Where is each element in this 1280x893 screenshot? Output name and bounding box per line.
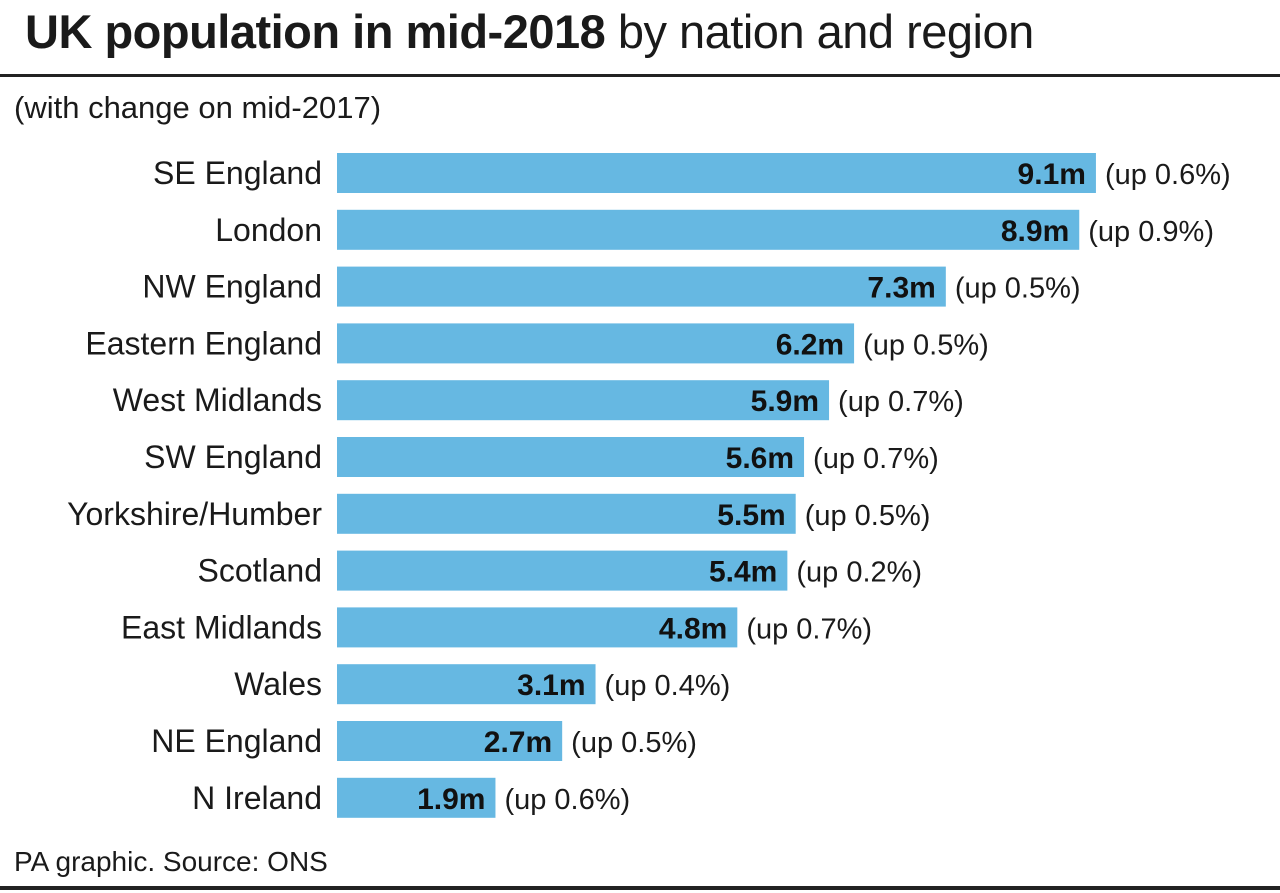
- change-label: (up 0.5%): [863, 329, 989, 361]
- category-label: Yorkshire/Humber: [67, 496, 322, 532]
- value-label: 5.6m: [726, 442, 794, 475]
- bar: [337, 721, 563, 761]
- change-label: (up 0.6%): [504, 784, 630, 816]
- change-label: (up 0.5%): [805, 500, 931, 532]
- bar: [337, 209, 1080, 250]
- bar: [337, 777, 496, 818]
- bottom-divider: [0, 886, 1280, 890]
- value-label: 8.9m: [1001, 215, 1069, 248]
- value-label: 1.9m: [417, 783, 485, 816]
- category-label: N Ireland: [192, 780, 322, 816]
- value-label: 5.5m: [717, 499, 785, 532]
- category-label: Scotland: [197, 553, 322, 589]
- value-label: 5.9m: [751, 385, 819, 418]
- value-label: 3.1m: [517, 669, 585, 702]
- bar: [337, 550, 788, 591]
- category-label: Eastern England: [85, 325, 322, 361]
- bar: [337, 493, 796, 534]
- value-label: 7.3m: [867, 272, 935, 305]
- value-label: 4.8m: [659, 612, 727, 645]
- chart-subtitle: (with change on mid-2017): [14, 90, 382, 125]
- bar: [337, 323, 855, 364]
- category-label: East Midlands: [121, 609, 322, 645]
- change-label: (up 0.2%): [796, 557, 922, 589]
- value-label: 9.1m: [1018, 158, 1086, 191]
- value-label: 5.4m: [709, 556, 777, 589]
- change-label: (up 0.6%): [1105, 159, 1231, 191]
- change-label: (up 0.7%): [813, 443, 939, 475]
- bar: [337, 380, 830, 421]
- category-label: NW England: [142, 269, 322, 305]
- bar: [337, 607, 738, 648]
- category-label: SW England: [144, 439, 322, 475]
- change-label: (up 0.5%): [955, 273, 1081, 305]
- category-label: SE England: [153, 155, 322, 191]
- change-label: (up 0.9%): [1088, 216, 1214, 248]
- category-label: London: [215, 212, 322, 248]
- bar: [337, 153, 1096, 193]
- bar: [337, 437, 805, 477]
- bar: [337, 664, 596, 705]
- value-label: 6.2m: [776, 328, 844, 361]
- bar: [337, 266, 946, 307]
- source-note: PA graphic. Source: ONS: [14, 846, 328, 877]
- category-label: Wales: [234, 666, 322, 702]
- change-label: (up 0.5%): [571, 727, 697, 759]
- category-label: NE England: [151, 723, 322, 759]
- title-divider: [0, 74, 1280, 77]
- chart-title: UK population in mid-2018 by nation and …: [25, 4, 1034, 59]
- change-label: (up 0.7%): [746, 613, 872, 645]
- value-label: 2.7m: [484, 726, 552, 759]
- chart-title-rest: by nation and region: [605, 5, 1034, 58]
- category-label: West Midlands: [113, 382, 322, 418]
- change-label: (up 0.7%): [838, 386, 964, 418]
- chart-title-bold: UK population in mid-2018: [25, 5, 606, 58]
- change-label: (up 0.4%): [605, 670, 731, 702]
